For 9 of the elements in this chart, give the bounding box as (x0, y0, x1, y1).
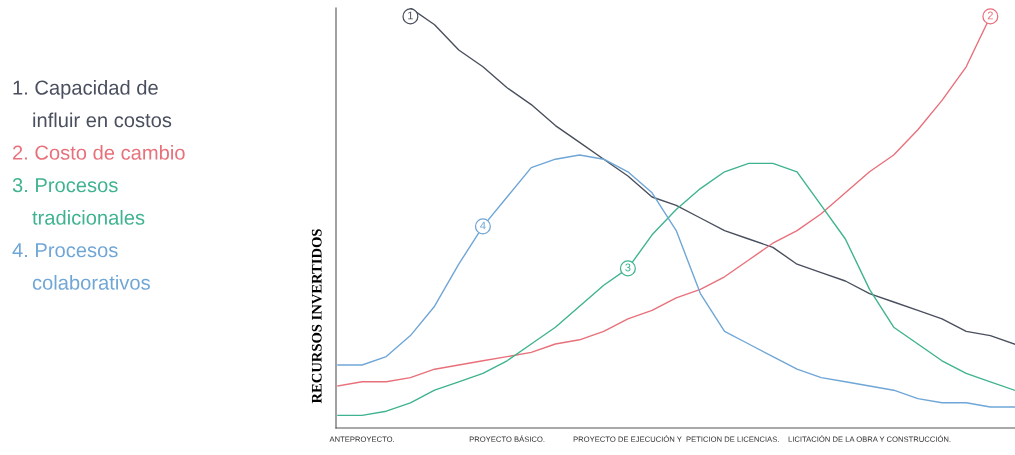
annotation: 1 (408, 11, 413, 20)
y-axis-title: RECURSOS INVERTIDOS (311, 229, 322, 404)
annotation: 4 (480, 221, 486, 230)
text: 4. Procesos colaborativos (12, 243, 150, 290)
annotation: 3 (625, 263, 631, 272)
text: 3. Procesos tradicionales (12, 178, 145, 225)
text: 2. Costo de cambio (13, 145, 185, 160)
annotation: 2 (987, 11, 993, 20)
text: 1. Capacidad de influir en costos (13, 80, 172, 128)
